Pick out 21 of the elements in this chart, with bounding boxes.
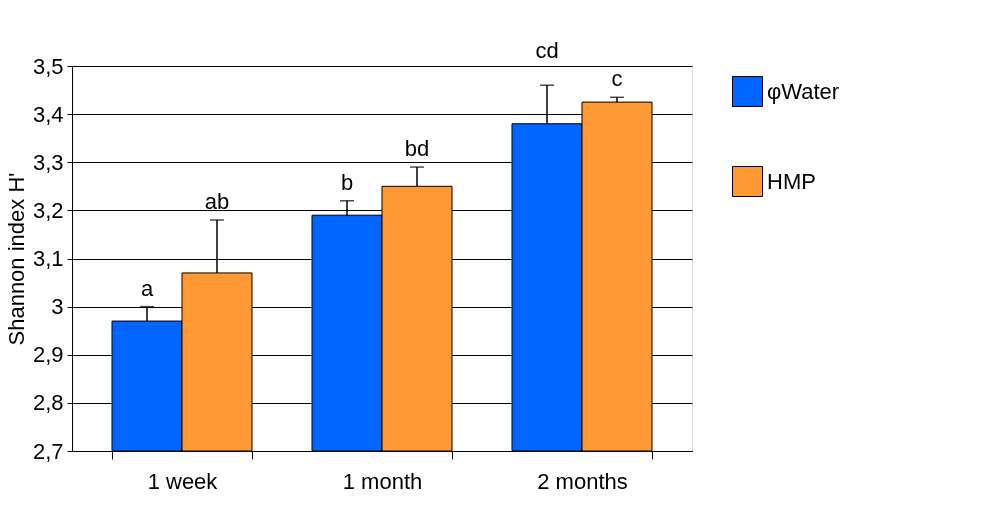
legend-label: φWater (767, 78, 840, 104)
data-label: bd (404, 136, 430, 162)
y-tick-label: 2,9 (32, 342, 64, 368)
legend-label: HMP (767, 168, 816, 194)
y-tick-label: 2,7 (32, 438, 64, 464)
y-tick-label: 3 (51, 294, 64, 320)
data-label: ab (204, 189, 230, 214)
y-tick-label: 3,1 (32, 246, 64, 271)
y-tick-label: 3,2 (32, 197, 64, 223)
data-label: c (611, 66, 623, 92)
x-tick-label: 2 months (537, 468, 628, 494)
y-tick-label: 3,4 (32, 101, 64, 127)
y-axis-title: Shannon index H' (3, 172, 29, 346)
data-label: b (340, 169, 354, 195)
y-tick-label: 3,3 (32, 149, 64, 175)
data-label: a (140, 275, 154, 301)
y-tick-label: 2,8 (32, 390, 64, 416)
x-tick-label: 1 month (342, 468, 423, 494)
y-tick-label: 3,5 (32, 53, 64, 79)
x-tick-label: 1 week (147, 468, 219, 494)
data-label: cd (535, 38, 559, 64)
